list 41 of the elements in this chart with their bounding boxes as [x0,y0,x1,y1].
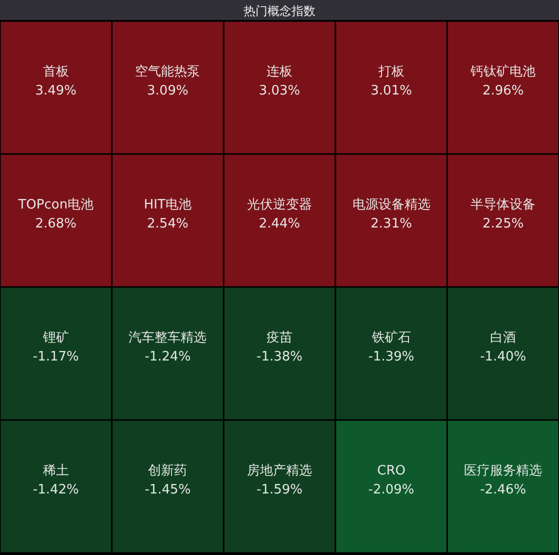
category-label: 钙钛矿电池 [470,64,536,80]
category-label: 电源设备精选 [352,198,430,212]
category-label: CRO [377,464,406,478]
category-label: 半导体设备 [470,198,536,212]
category-label: 首板 [42,64,69,80]
data-label: -1.39% [368,350,414,364]
data-label: -1.45% [144,482,191,498]
data-label: -1.42% [32,482,79,498]
category-label: TOPcon电池 [17,198,94,212]
category-label: 锂矿 [42,330,69,346]
category-label: 白酒 [490,330,516,346]
data-label: 3.03% [258,84,300,98]
category-label: 医疗服务精选 [464,464,542,478]
data-label: -1.17% [32,350,79,364]
category-label: 汽车整车精选 [128,330,207,346]
data-label: 2.68% [35,216,77,232]
title-bar: 热门概念指数 [0,0,559,20]
data-label: -2.46% [480,482,526,498]
data-label: 3.09% [147,84,188,98]
data-label: 2.44% [258,216,300,232]
data-label: -2.09% [368,482,414,498]
data-label: 3.01% [370,84,412,98]
data-label: 2.96% [482,84,524,98]
category-label: 创新药 [148,464,188,478]
category-label: 连板 [266,64,292,80]
data-label: 2.31% [370,216,412,232]
data-label: 2.25% [482,216,524,232]
category-label: 稀土 [42,464,69,478]
category-label: 房地产精选 [247,462,312,478]
data-label: 2.54% [147,216,188,232]
data-label: -1.59% [256,482,302,498]
data-label: 3.49% [35,84,77,98]
data-label: -1.40% [480,350,526,364]
category-label: 光伏逆变器 [247,198,312,212]
category-label: 铁矿石 [370,330,411,346]
category-label: 空气能热泵 [135,64,200,80]
category-label: 打板 [377,64,404,80]
category-label: HIT电池 [144,198,192,212]
data-label: -1.24% [144,350,191,364]
data-label: -1.38% [256,350,302,364]
category-label: 疫苗 [266,330,292,346]
